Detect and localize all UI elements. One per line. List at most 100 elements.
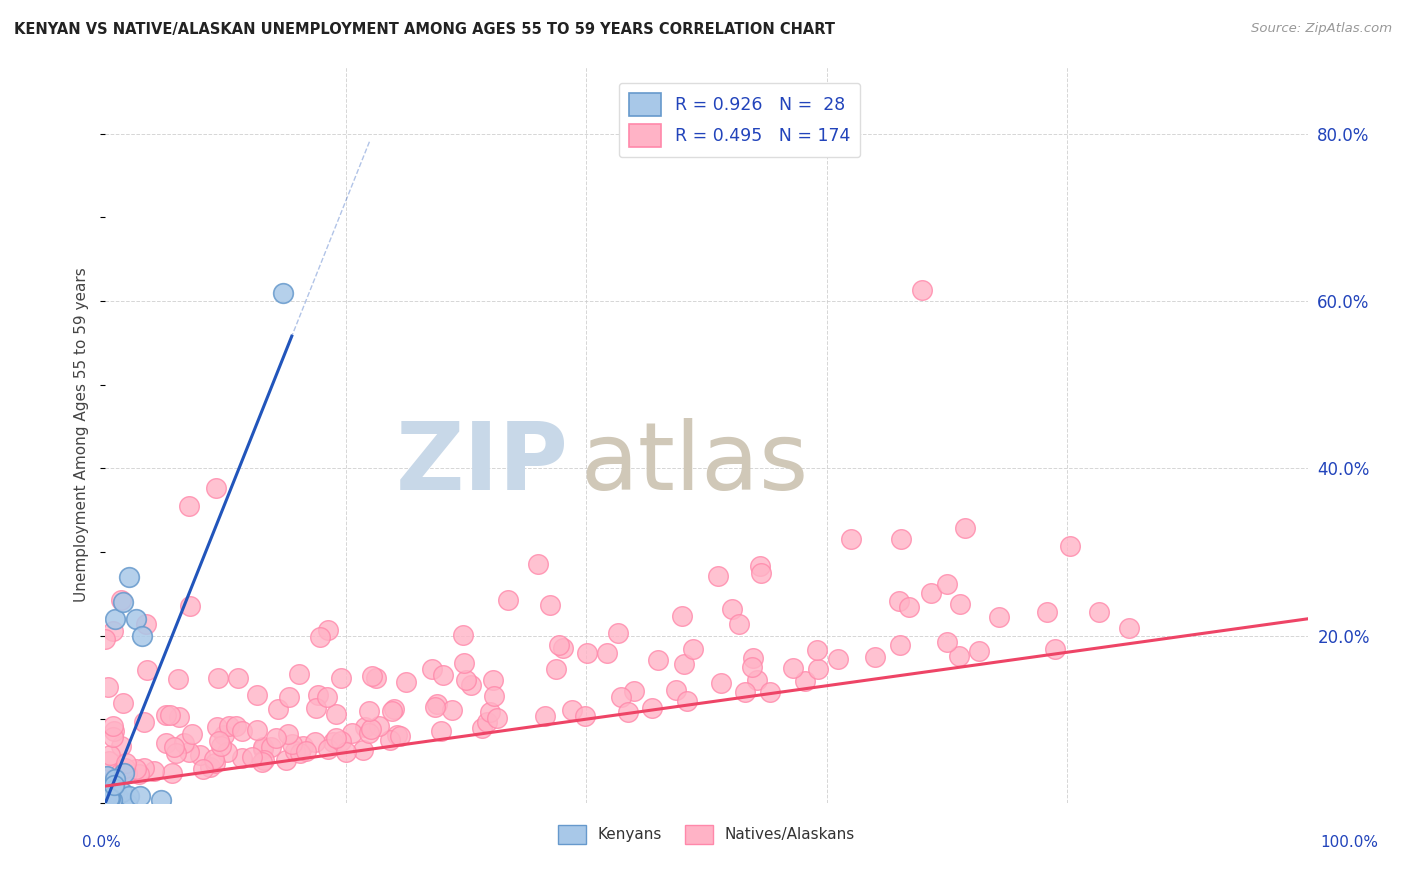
Point <box>204 481 226 495</box>
Point <box>135 617 157 632</box>
Point <box>218 719 240 733</box>
Point <box>288 667 311 681</box>
Point <box>357 726 380 740</box>
Point <box>202 752 225 766</box>
Point <box>471 721 494 735</box>
Point <box>479 705 502 719</box>
Point <box>104 781 127 796</box>
Point <box>1043 642 1066 657</box>
Point <box>231 723 253 738</box>
Point <box>209 739 232 754</box>
Point <box>322 734 344 748</box>
Point <box>129 789 152 804</box>
Point <box>179 745 201 759</box>
Point <box>273 285 295 300</box>
Point <box>1088 605 1111 619</box>
Point <box>104 769 127 783</box>
Point <box>361 669 384 683</box>
Point <box>759 685 782 699</box>
Point <box>425 699 447 714</box>
Point <box>538 598 561 612</box>
Point <box>863 649 886 664</box>
Point <box>108 765 131 780</box>
Point <box>173 736 195 750</box>
Point <box>291 739 314 753</box>
Point <box>1118 622 1140 636</box>
Point <box>115 756 138 770</box>
Point <box>745 673 768 688</box>
Point <box>710 676 733 690</box>
Point <box>252 741 274 756</box>
Point <box>969 644 991 658</box>
Point <box>675 694 697 708</box>
Point <box>98 747 121 762</box>
Point <box>96 794 118 808</box>
Point <box>112 595 135 609</box>
Point <box>225 719 247 733</box>
Point <box>131 628 153 642</box>
Point <box>110 739 132 753</box>
Point <box>96 789 118 803</box>
Point <box>198 760 221 774</box>
Text: Source: ZipAtlas.com: Source: ZipAtlas.com <box>1251 22 1392 36</box>
Point <box>1059 539 1081 553</box>
Text: atlas: atlas <box>581 418 808 510</box>
Point <box>316 690 339 704</box>
Point <box>534 708 557 723</box>
Point <box>547 638 569 652</box>
Point <box>253 754 276 768</box>
Point <box>103 719 125 733</box>
Point <box>640 701 662 715</box>
Point <box>420 662 443 676</box>
Point <box>935 577 957 591</box>
Point <box>260 739 283 754</box>
Point <box>276 753 298 767</box>
Text: 100.0%: 100.0% <box>1320 836 1379 850</box>
Point <box>682 642 704 657</box>
Point <box>441 703 464 717</box>
Point <box>155 736 177 750</box>
Point <box>527 557 550 571</box>
Point <box>125 762 148 776</box>
Point <box>104 612 127 626</box>
Point <box>364 671 387 685</box>
Point <box>807 662 830 676</box>
Point <box>496 593 519 607</box>
Point <box>103 778 125 792</box>
Point <box>546 662 568 676</box>
Point <box>112 696 135 710</box>
Point <box>607 626 630 640</box>
Point <box>1036 605 1059 619</box>
Point <box>741 659 763 673</box>
Point <box>215 745 238 759</box>
Point <box>623 684 645 698</box>
Point <box>97 680 120 694</box>
Point <box>124 612 146 626</box>
Point <box>749 566 772 580</box>
Point <box>378 733 401 747</box>
Point <box>305 701 328 715</box>
Point <box>135 663 157 677</box>
Point <box>290 746 312 760</box>
Point <box>561 703 583 717</box>
Point <box>482 689 505 703</box>
Point <box>486 710 509 724</box>
Point <box>278 690 301 705</box>
Point <box>128 767 150 781</box>
Point <box>96 769 118 783</box>
Point <box>294 744 316 758</box>
Point <box>104 772 127 786</box>
Point <box>98 791 121 805</box>
Point <box>330 671 353 685</box>
Point <box>101 624 124 638</box>
Point <box>118 789 141 804</box>
Point <box>179 599 201 614</box>
Point <box>610 690 633 704</box>
Point <box>205 720 228 734</box>
Point <box>889 639 911 653</box>
Point <box>246 723 269 737</box>
Point <box>596 646 619 660</box>
Point <box>325 731 347 746</box>
Point <box>316 742 339 756</box>
Point <box>240 750 263 764</box>
